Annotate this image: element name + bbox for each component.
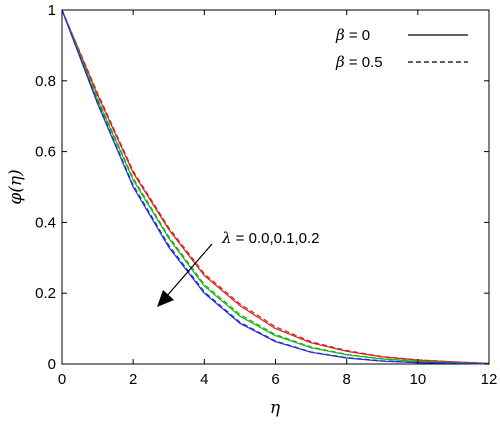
- x-tick-label: 6: [271, 371, 279, 388]
- y-tick-label: 0: [48, 356, 56, 373]
- plot-area: [61, 9, 490, 365]
- y-tick-label: 0.4: [35, 214, 56, 231]
- y-axis-label: φ(η): [6, 169, 26, 204]
- x-tick-label: 8: [342, 371, 350, 388]
- annotation-arrowhead: [157, 290, 174, 307]
- y-tick-label: 0.6: [35, 144, 56, 161]
- x-tick-label: 0: [58, 371, 66, 388]
- x-tick-label: 10: [409, 371, 426, 388]
- annotation-arrow-shaft: [165, 243, 213, 298]
- lambda-annotation: λ = 0.0,0.1,0.2: [157, 229, 320, 307]
- x-tick-label: 12: [481, 371, 498, 388]
- ticks-layer: 0 2 4 6 8 10 12 0 0.2 0.4 0.6 0.8 1: [35, 2, 497, 388]
- legend-entry-beta-0-label: β = 0: [335, 26, 370, 44]
- x-tick-label: 2: [129, 371, 137, 388]
- y-tick-label: 1: [48, 2, 56, 19]
- legend: β = 0 β = 0.5: [335, 26, 468, 71]
- series-line-5: [61, 9, 490, 365]
- annotation-text: λ = 0.0,0.1,0.2: [221, 229, 320, 247]
- y-tick-label: 0.2: [35, 285, 56, 302]
- x-tick-label: 4: [200, 371, 208, 388]
- legend-entry-beta-05-label: β = 0.5: [335, 53, 383, 71]
- y-tick-label: 0.8: [35, 73, 56, 90]
- x-axis-label: η: [270, 398, 281, 418]
